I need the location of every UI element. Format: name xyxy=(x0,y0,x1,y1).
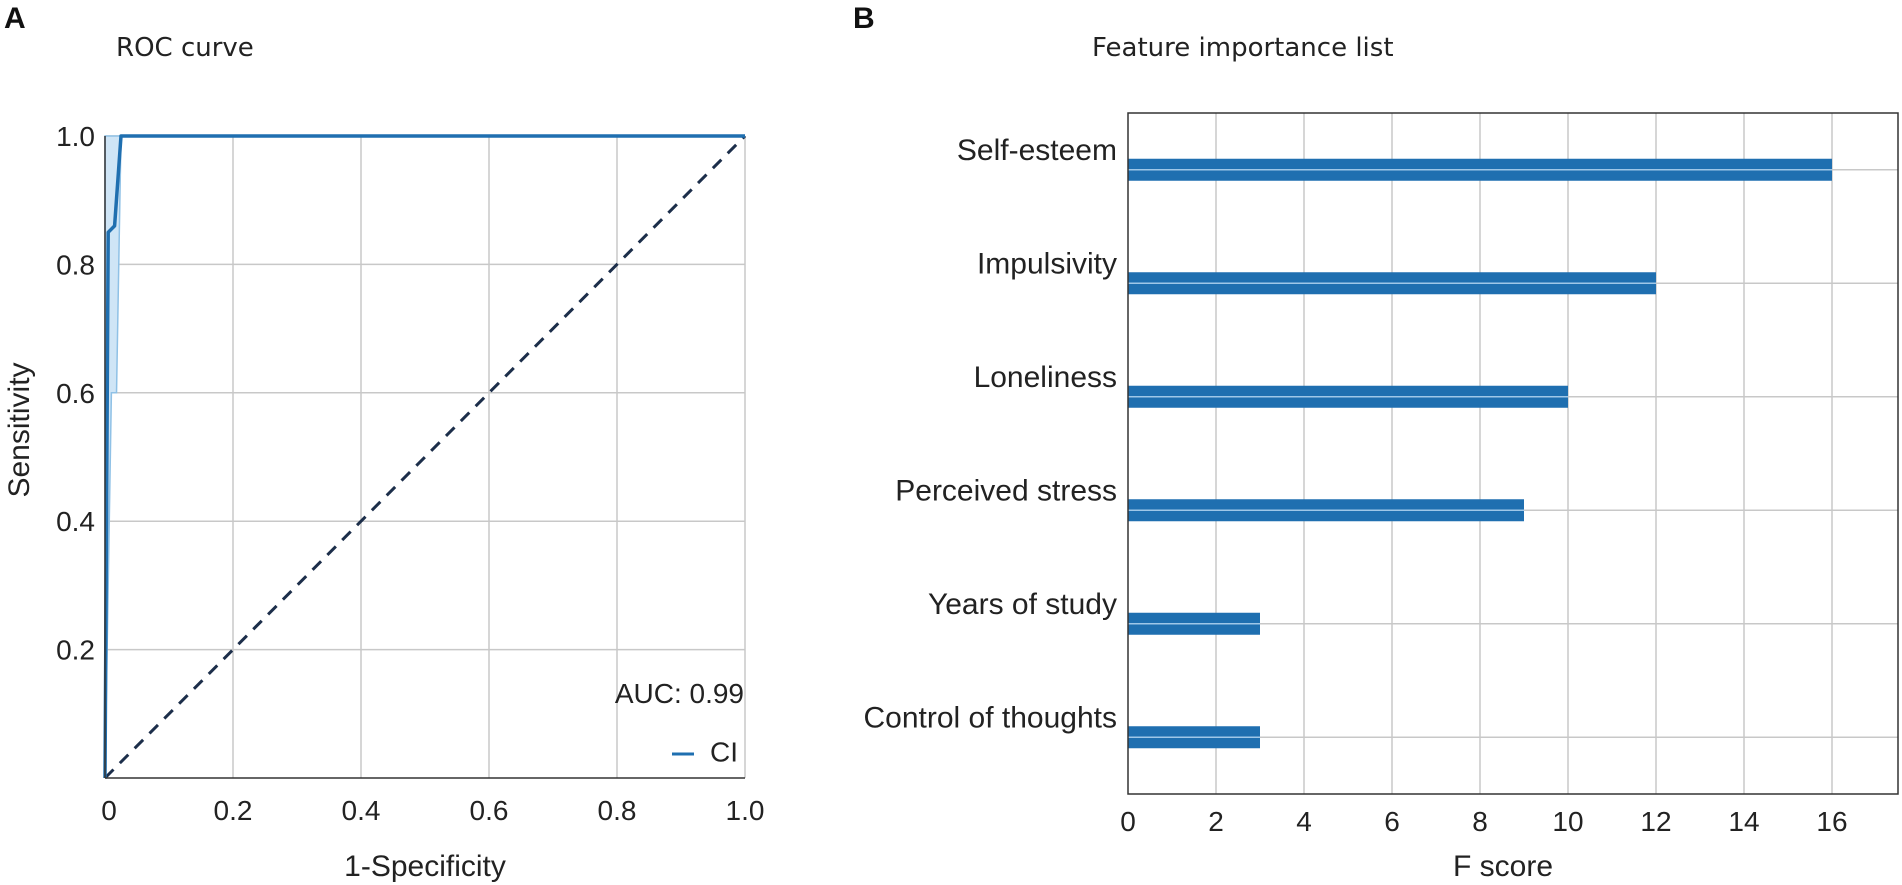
roc-lines xyxy=(103,134,747,780)
feature-importance-panel: B Feature importance list 0 2 4 6 8 10 12 14 16 … xyxy=(853,2,1899,883)
roc-y-tick-label: 0.6 xyxy=(56,378,95,409)
feature-x-axis-label: F score xyxy=(1453,850,1553,883)
feature-x-tick-label: 0 xyxy=(1120,806,1136,837)
feature-category-label: Perceived stress xyxy=(895,474,1117,507)
roc-axes xyxy=(104,136,745,779)
roc-x-tick-label: 1.0 xyxy=(726,795,765,826)
legend-ci-label: CI xyxy=(710,736,738,767)
feature-x-tick-label: 14 xyxy=(1728,806,1759,837)
feature-x-tick-label: 10 xyxy=(1552,806,1583,837)
auc-label: AUC: 0.99 xyxy=(615,678,744,709)
feature-x-tick-label: 8 xyxy=(1472,806,1488,837)
feature-category-label: Impulsivity xyxy=(977,247,1117,280)
feature-x-tick-label: 16 xyxy=(1816,806,1847,837)
roc-y-axis-label: Sensitivity xyxy=(3,362,36,497)
roc-x-tick-label: 0.8 xyxy=(598,795,637,826)
feature-x-tick-label: 12 xyxy=(1640,806,1671,837)
panel-a-label: A xyxy=(4,2,26,35)
feature-gridlines xyxy=(1128,113,1898,794)
roc-chance-line xyxy=(103,134,747,780)
roc-y-tick-label: 0.2 xyxy=(56,635,95,666)
roc-y-tick-label: 0.4 xyxy=(56,506,95,537)
roc-x-tick-label: 0.2 xyxy=(214,795,253,826)
roc-tick-labels: 0 0.2 0.4 0.6 0.8 1.0 0.2 0.4 0.6 0.8 1.0 xyxy=(56,121,764,826)
panel-b-label: B xyxy=(853,2,875,35)
feature-category-label: Self-esteem xyxy=(957,134,1117,167)
feature-plot-frame xyxy=(1127,112,1899,795)
feature-category-label: Years of study xyxy=(928,588,1117,621)
feature-importance-title: Feature importance list xyxy=(1092,33,1394,63)
roc-y-tick-label: 1.0 xyxy=(56,121,95,152)
feature-tick-labels: 0 2 4 6 8 10 12 14 16 xyxy=(1120,806,1847,837)
feature-x-tick-label: 6 xyxy=(1384,806,1400,837)
roc-x-axis-label: 1-Specificity xyxy=(344,850,506,883)
roc-x-tick-label: 0.4 xyxy=(342,795,381,826)
feature-x-tick-label: 2 xyxy=(1208,806,1224,837)
roc-x-tick-label: 0 xyxy=(101,795,117,826)
roc-curve-line xyxy=(103,134,745,779)
feature-category-labels: Self-esteem Impulsivity Loneliness Perceive… xyxy=(864,134,1118,735)
feature-category-label: Loneliness xyxy=(974,361,1117,394)
roc-y-tick-label: 0.8 xyxy=(56,249,95,280)
roc-x-tick-label: 0.6 xyxy=(470,795,509,826)
roc-title: ROC curve xyxy=(116,33,254,63)
roc-panel: A ROC curve 0 0.2 0.4 0.6 0.8 1.0 0.2 0.4 0.6 0.8… xyxy=(3,2,764,883)
feature-x-tick-label: 4 xyxy=(1296,806,1312,837)
feature-bars xyxy=(1128,158,1832,749)
feature-category-label: Control of thoughts xyxy=(864,701,1118,734)
